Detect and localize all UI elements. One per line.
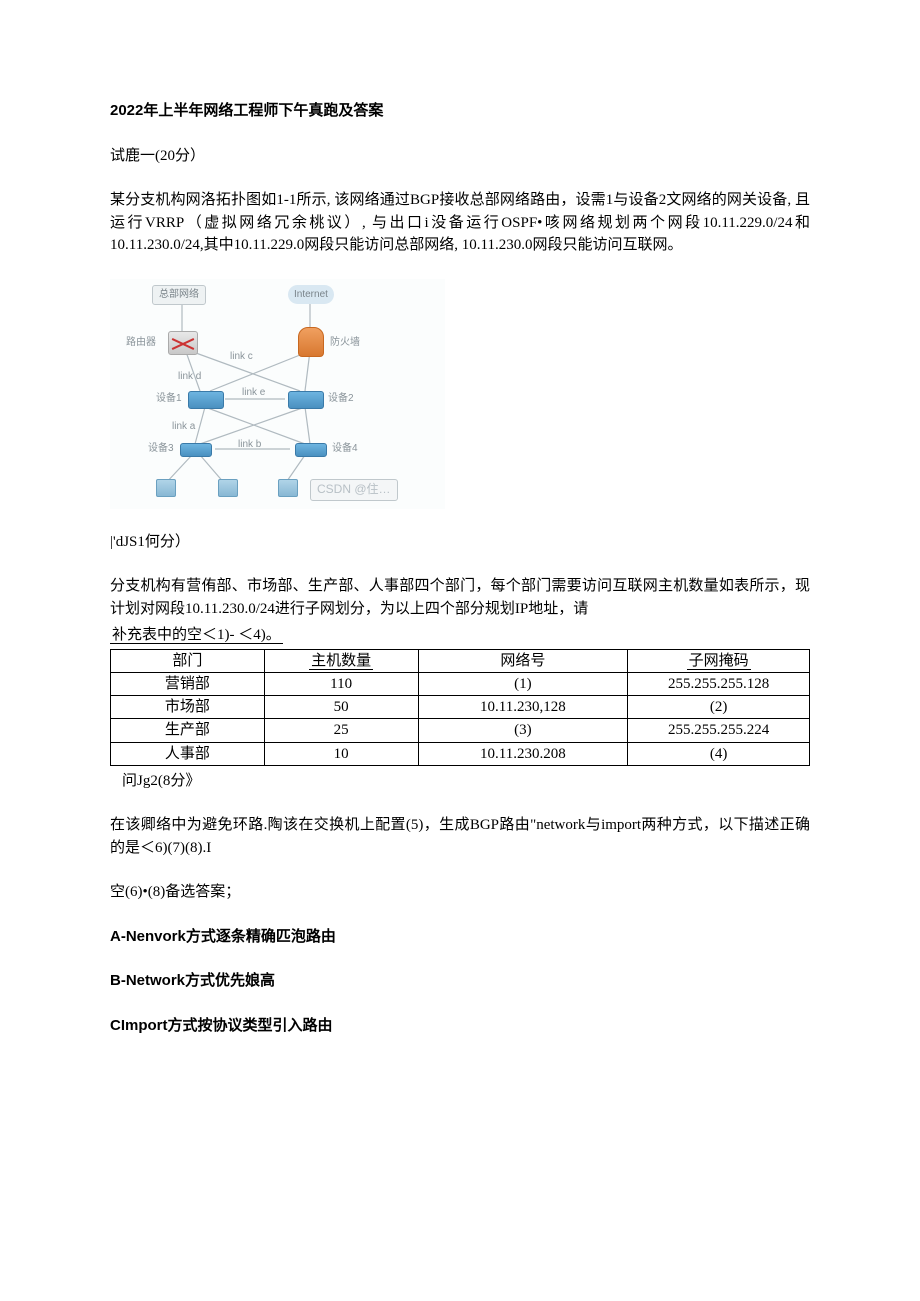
cell: 人事部 <box>111 742 265 765</box>
switch2-icon <box>288 391 324 409</box>
q1-heading: |'dJS1何分） <box>110 531 810 554</box>
dev1-label: 设备1 <box>156 391 182 406</box>
th-hosts: 主机数量 <box>264 649 418 672</box>
diagram-cloud-hq: 总部网络 <box>152 285 206 305</box>
cell: 50 <box>264 696 418 719</box>
q1-fill-instruction: 补充表中的空＜1)- ＜4)。 <box>110 624 810 647</box>
q1-fill-text: 补充表中的空＜1)- ＜4)。 <box>110 627 283 644</box>
host2-icon <box>218 479 238 497</box>
section-heading-1-text: 试鹿一(20分） <box>110 148 205 164</box>
cell: (2) <box>628 696 810 719</box>
cell: 255.255.255.128 <box>628 672 810 695</box>
option-c: CImport方式按协议类型引入路由 <box>110 1015 810 1038</box>
doc-title: 2022年上半年网络工程师下午真跑及答案 <box>110 100 810 123</box>
intro-text: 某分支机构网洛拓扑图如1-1所示, 该网络通过BGP接收总部网络路由，设需1与设… <box>110 192 810 253</box>
th-mask: 子网掩码 <box>628 649 810 672</box>
table-row: 人事部 10 10.11.230.208 (4) <box>111 742 810 765</box>
host3-icon <box>278 479 298 497</box>
dev2-label: 设备2 <box>328 391 354 406</box>
diagram-cloud-internet: Internet <box>288 285 334 304</box>
dev4-label: 设备4 <box>332 441 358 456</box>
q2-heading: 问Jg2(8分》 <box>122 770 810 793</box>
document-page: 2022年上半年网络工程师下午真跑及答案 试鹿一(20分） 某分支机构网洛拓扑图… <box>0 0 920 1301</box>
firewall-icon <box>298 327 324 357</box>
dev3-label: 设备3 <box>148 441 174 456</box>
link-e-label: link e <box>242 385 265 400</box>
cell: (3) <box>418 719 628 742</box>
router-label: 路由器 <box>126 335 156 350</box>
intro-paragraph: 某分支机构网洛拓扑图如1-1所示, 该网络通过BGP接收总部网络路由，设需1与设… <box>110 189 810 257</box>
link-a-label: link a <box>172 419 195 434</box>
cell: 255.255.255.224 <box>628 719 810 742</box>
cell: 10 <box>264 742 418 765</box>
table-header-row: 部门 主机数量 网络号 子网掩码 <box>111 649 810 672</box>
watermark-box: CSDN @住… <box>310 479 398 501</box>
q1-text: 分支机构有营侑部、市场部、生产部、人事部四个部门，每个部门需要访问互联网主机数量… <box>110 575 810 620</box>
th-net: 网络号 <box>418 649 628 672</box>
cell: 10.11.230,128 <box>418 696 628 719</box>
link-d-label: link d <box>178 369 201 384</box>
cell: (4) <box>628 742 810 765</box>
firewall-label: 防火墙 <box>330 335 360 350</box>
link-c-label: link c <box>230 349 253 364</box>
switch4-icon <box>295 443 327 457</box>
option-a: A-Nenvork方式逐条精确匹泡路由 <box>110 926 810 949</box>
cell: 市场部 <box>111 696 265 719</box>
th-dept: 部门 <box>111 649 265 672</box>
section-heading-1: 试鹿一(20分） <box>110 145 810 168</box>
subnet-table: 部门 主机数量 网络号 子网掩码 营销部 110 (1) 255.255.255… <box>110 649 810 766</box>
cell: 10.11.230.208 <box>418 742 628 765</box>
table-row: 市场部 50 10.11.230,128 (2) <box>111 696 810 719</box>
options-heading: 空(6)•(8)备选答案； <box>110 881 810 904</box>
switch3-icon <box>180 443 212 457</box>
router-icon <box>168 331 198 355</box>
cell: 生产部 <box>111 719 265 742</box>
q2-text: 在该卿络中为避免环路.陶该在交换机上配置(5)，生成BGP路由"network与… <box>110 814 810 859</box>
cell: 110 <box>264 672 418 695</box>
switch1-icon <box>188 391 224 409</box>
link-b-label: link b <box>238 437 261 452</box>
table-row: 营销部 110 (1) 255.255.255.128 <box>111 672 810 695</box>
cell: 营销部 <box>111 672 265 695</box>
watermark-text: CSDN @住… <box>317 482 391 496</box>
cell: 25 <box>264 719 418 742</box>
table-row: 生产部 25 (3) 255.255.255.224 <box>111 719 810 742</box>
cell: (1) <box>418 672 628 695</box>
host1-icon <box>156 479 176 497</box>
option-b: B-Network方式优先娘高 <box>110 970 810 993</box>
network-topology-diagram: 总部网络 Internet 路由器 防火墙 link c link d 设备1 … <box>110 279 445 509</box>
